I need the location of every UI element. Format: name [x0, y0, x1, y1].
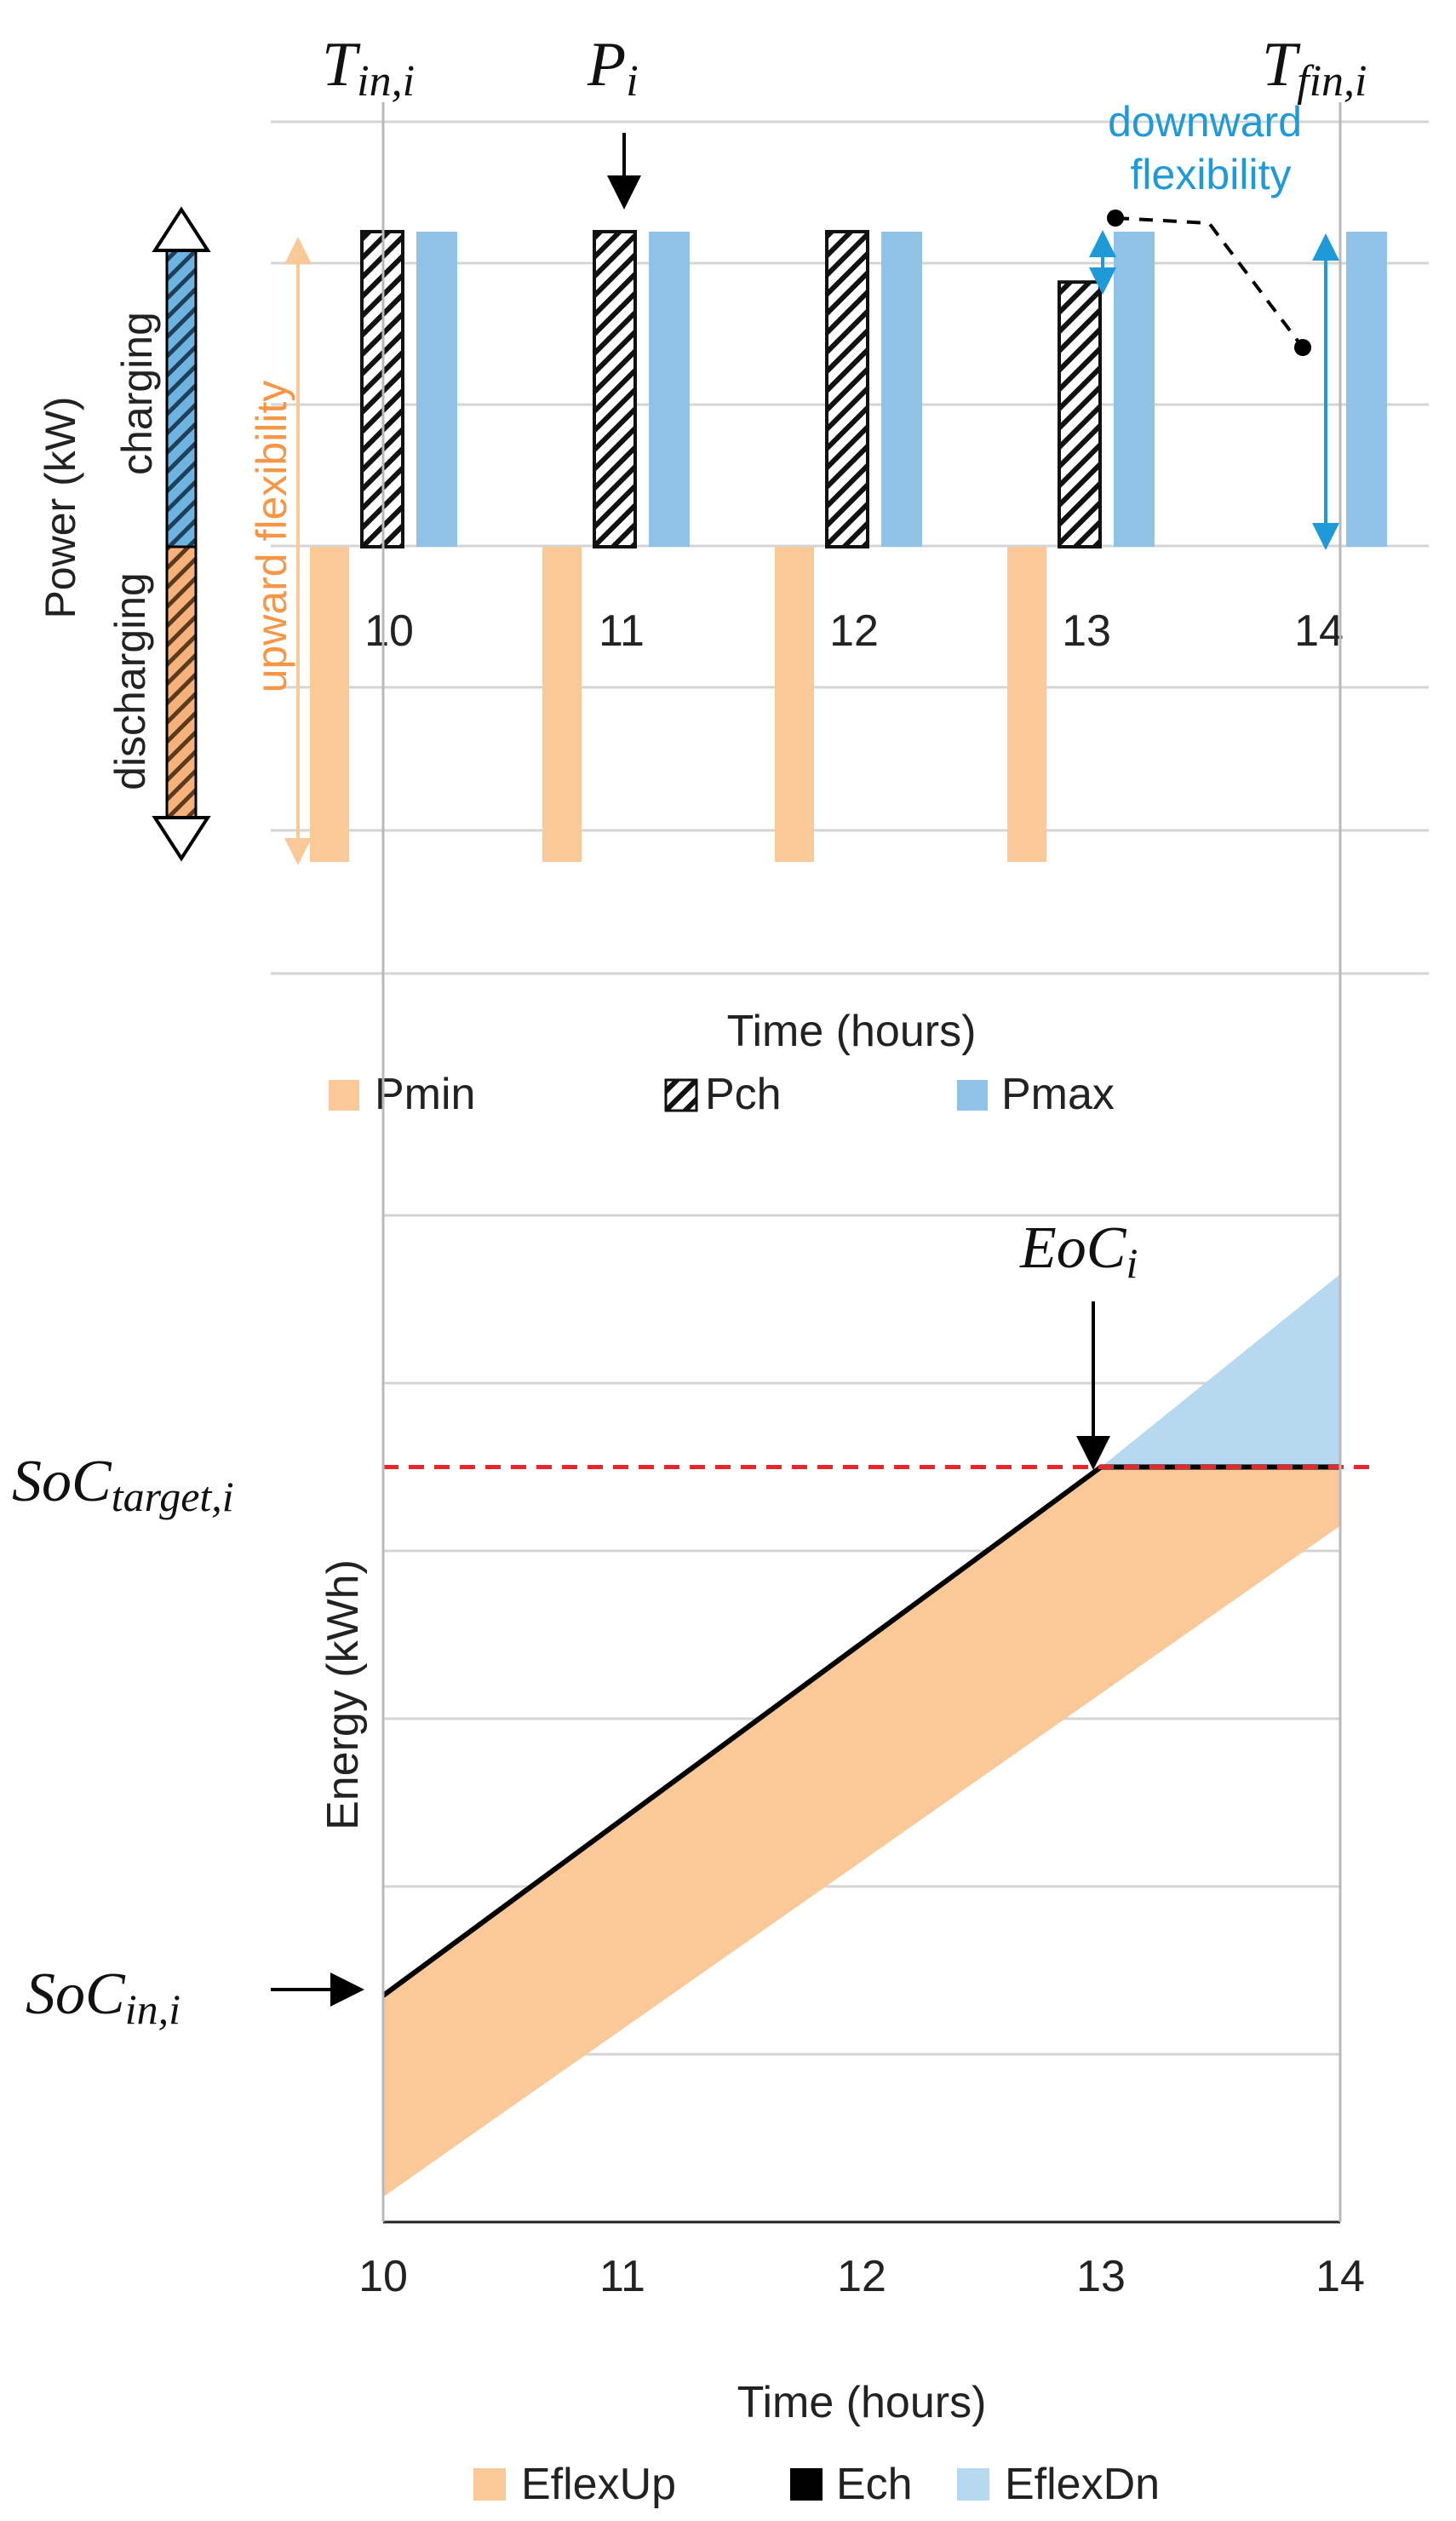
power-chart: 10 11 12 13 14 Power (kW) charging dischargi…	[37, 30, 1429, 1119]
pch-bar	[1058, 280, 1102, 548]
eflexup-area	[383, 1467, 1340, 2197]
dashed-path-start-dot	[1107, 210, 1124, 227]
pmin-bar	[1007, 547, 1046, 862]
pmax-bar	[881, 232, 922, 547]
energy-legend: EflexUp Ech EflexDn	[473, 2460, 1160, 2509]
legend-label-ech: Ech	[836, 2460, 913, 2509]
legend-label-pmin: Pmin	[375, 1070, 475, 1119]
pmin-bar	[310, 547, 349, 862]
energy-x-ticks: 10 11 12 13 14	[358, 2252, 1365, 2301]
discharging-label: discharging	[106, 572, 154, 790]
pch-bar	[825, 230, 869, 548]
power-dashed-path	[1115, 216, 1304, 349]
charging-discharging-arrow	[152, 206, 211, 862]
energy-x-tick-label: 13	[1076, 2252, 1126, 2301]
power-axis-label: Power (kW)	[37, 396, 84, 618]
legend-label-pmax: Pmax	[1001, 1070, 1115, 1119]
legend-label-pch: Pch	[705, 1070, 782, 1119]
soc-target-label: SoCtarget,i	[12, 1449, 234, 1520]
energy-axis-label: Energy (kWh)	[318, 1559, 368, 1830]
arrow-head-down	[152, 816, 211, 862]
t-in-label: Tin,i	[322, 30, 415, 106]
power-x-tick-label: 12	[829, 606, 879, 656]
dashed-path-end-dot	[1294, 339, 1311, 356]
legend-swatch-eflexdn	[957, 2468, 989, 2501]
pch-bar	[593, 230, 637, 548]
t-fin-label: Tfin,i	[1262, 30, 1367, 106]
downward-flexibility-label: downward flexibility	[1108, 98, 1314, 198]
discharging-arrow-body	[165, 545, 198, 831]
power-legend: Pmin Pch Pmax	[329, 1070, 1115, 1119]
energy-x-tick-label: 14	[1316, 2252, 1365, 2301]
pmax-bar	[649, 232, 690, 547]
upward-flexibility-label: upward flexibility	[248, 381, 295, 693]
power-x-tick-label: 13	[1062, 606, 1111, 656]
legend-swatch-pmax	[957, 1080, 988, 1111]
energy-chart: 10 11 12 13 14 Energy (kWh) EoCi SoCtarget,i…	[12, 1214, 1371, 2509]
energy-series	[381, 1273, 1371, 2197]
power-x-ticks: 10 11 12 13 14	[364, 606, 1344, 656]
legend-swatch-eflexup	[473, 2468, 506, 2501]
soc-in-label: SoCin,i	[26, 1961, 181, 2033]
legend-swatch-ech	[790, 2468, 823, 2501]
energy-x-tick-label: 11	[599, 2252, 645, 2301]
pmin-bar	[775, 547, 814, 862]
p-i-label: Pi	[587, 30, 639, 106]
eoc-label: EoCi	[1019, 1215, 1138, 1287]
pmax-bar	[1114, 232, 1155, 547]
power-x-tick-label: 10	[364, 606, 414, 656]
pmax-bar	[416, 232, 457, 547]
pmin-bar	[542, 547, 582, 862]
power-x-axis-title: Time (hours)	[727, 1007, 977, 1056]
power-x-tick-label: 14	[1294, 606, 1344, 656]
legend-label-eflexup: EflexUp	[521, 2460, 676, 2509]
energy-x-tick-label: 12	[837, 2252, 886, 2301]
charging-label: charging	[113, 312, 161, 475]
arrow-head-up	[152, 206, 211, 252]
legend-swatch-pch	[664, 1078, 698, 1112]
legend-label-eflexdn: EflexDn	[1005, 2460, 1160, 2509]
pmax-bar	[1346, 232, 1387, 547]
legend-swatch-pmin	[329, 1080, 359, 1111]
energy-x-tick-label: 10	[358, 2252, 408, 2301]
energy-x-axis-title: Time (hours)	[737, 2378, 987, 2427]
power-x-tick-label: 11	[599, 606, 645, 656]
charging-arrow-body	[165, 235, 198, 548]
